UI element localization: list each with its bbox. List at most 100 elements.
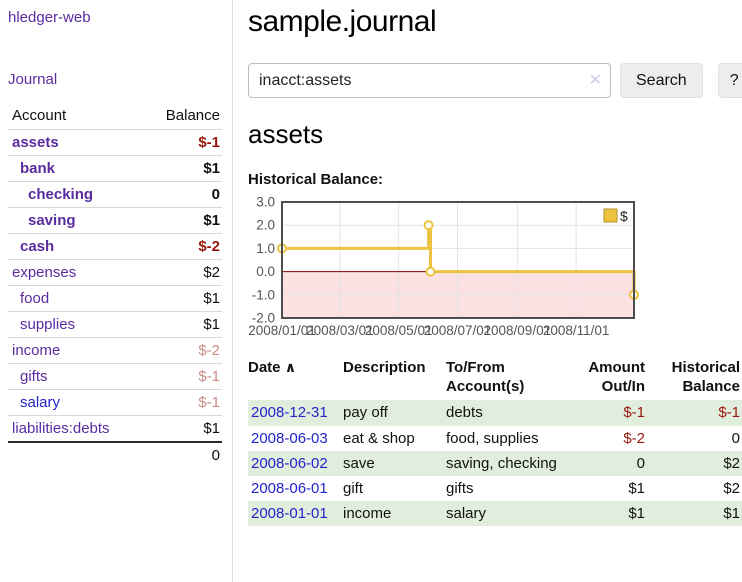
data-point-marker (425, 266, 436, 277)
register-row: 2008-12-31 pay off debts $-1 $-1 (248, 400, 742, 426)
legend-label: $ (620, 208, 628, 224)
register-header-amount: Amount Out/In (588, 359, 645, 396)
accounts-total-row: 0 (8, 442, 222, 468)
transaction-balance: $-1 (718, 404, 740, 422)
legend-swatch (603, 208, 618, 223)
x-tick-label: 2008/05/01 (365, 323, 433, 338)
register-row: 2008-06-02 save saving, checking 0 $2 (248, 450, 742, 476)
transaction-description: eat & shop (343, 429, 415, 447)
account-row: food $1 (8, 285, 222, 312)
y-tick-label: 2.0 (256, 218, 275, 233)
account-row: expenses $2 (8, 259, 222, 286)
x-tick-label: 2008/03/01 (306, 323, 374, 338)
transaction-description: pay off (343, 404, 388, 422)
account-link[interactable]: income (12, 342, 61, 359)
account-link[interactable]: saving (28, 212, 76, 229)
historical-balance-chart: $3.0 2.0 1.0 0.0 -1.0 -2.02008/01/012008/03/0… (248, 195, 639, 338)
account-balance: 0 (211, 186, 220, 203)
transaction-balance: 0 (731, 429, 740, 447)
account-link[interactable]: supplies (20, 316, 76, 333)
account-link[interactable]: bank (20, 160, 56, 177)
account-link[interactable]: salary (20, 394, 61, 411)
account-balance: $1 (203, 316, 220, 333)
accounts-table-header-balance: Balance (165, 107, 220, 124)
transaction-description: gift (343, 479, 364, 497)
transaction-accounts: gifts (446, 479, 474, 497)
account-row: checking 0 (8, 181, 222, 208)
register-row: 2008-06-01 gift gifts $1 $2 (248, 476, 742, 501)
register-header-balance: Historical Balance (671, 359, 740, 396)
transaction-amount: $-1 (623, 404, 645, 422)
transaction-date-link[interactable]: 2008-01-01 (251, 505, 328, 523)
transaction-date-link[interactable]: 2008-06-01 (251, 479, 328, 497)
account-link[interactable]: assets (12, 134, 59, 151)
transaction-amount: $1 (628, 505, 645, 523)
brand-link[interactable]: hledger-web (8, 9, 91, 26)
search-input[interactable] (248, 63, 611, 98)
sort-asc-icon: ∧ (284, 359, 297, 375)
account-row: supplies $1 (8, 311, 222, 338)
account-row: liabilities:debts $1 (8, 415, 222, 443)
transaction-accounts: food, supplies (446, 429, 539, 447)
y-tick-label: 1.0 (256, 241, 275, 256)
y-tick-label: -1.0 (252, 287, 275, 302)
account-row: saving $1 (8, 207, 222, 234)
account-link[interactable]: cash (20, 238, 55, 255)
transaction-date-link[interactable]: 2008-12-31 (251, 404, 328, 422)
account-row: gifts $-1 (8, 363, 222, 390)
account-heading: assets (248, 119, 324, 149)
accounts-table: Account Balance assets $-1 bank $1 checking 0… (8, 103, 222, 468)
register-table: Date ∧ Description To/From Account(s) Am… (248, 356, 742, 527)
transaction-date-link[interactable]: 2008-06-03 (251, 429, 328, 447)
account-link[interactable]: checking (28, 186, 94, 203)
account-balance: $1 (203, 160, 220, 177)
x-tick-label: 2008/07/01 (424, 323, 492, 338)
register-header-row: Date ∧ Description To/From Account(s) Am… (248, 356, 742, 400)
x-tick-label: 2008/01/01 (248, 323, 316, 338)
transaction-description: income (343, 505, 392, 523)
data-point-marker (423, 220, 434, 231)
accounts-table-header-account: Account (12, 107, 67, 124)
register-row: 2008-01-01 income salary $1 $1 (248, 501, 742, 527)
transaction-balance: $1 (723, 505, 740, 523)
account-link[interactable]: food (20, 290, 50, 307)
chart-title: Historical Balance: (248, 171, 384, 188)
transaction-amount: 0 (636, 454, 645, 472)
account-balance: $-1 (198, 394, 220, 411)
register-header-description: Description (343, 359, 426, 376)
x-tick-label: 2008/09/01 (484, 323, 552, 338)
sidebar: hledger-web Journal Account Balance asse… (0, 0, 233, 582)
main-content: sample.journal ✕ Search ? assets Histori… (233, 0, 742, 582)
clear-search-icon[interactable]: ✕ (588, 72, 602, 89)
y-tick-label: -2.0 (252, 311, 275, 326)
register-table-body: 2008-12-31 pay off debts $-1 $-1 2008-06-03 ea… (248, 400, 742, 527)
account-link[interactable]: gifts (20, 368, 48, 385)
account-row: bank $1 (8, 155, 222, 182)
transaction-date-link[interactable]: 2008-06-02 (251, 454, 328, 472)
y-tick-label: 3.0 (256, 195, 275, 210)
account-link[interactable]: expenses (12, 264, 77, 281)
transaction-balance: $2 (723, 479, 740, 497)
x-tick-label: 2008/11/01 (543, 323, 610, 338)
account-balance: $-1 (198, 368, 220, 385)
register-row: 2008-06-03 eat & shop food, supplies $-2 0 (248, 426, 742, 451)
transaction-accounts: saving, checking (446, 454, 557, 472)
account-link[interactable]: liabilities:debts (12, 420, 110, 437)
transaction-amount: $1 (628, 479, 645, 497)
account-balance: $-2 (198, 238, 220, 255)
transaction-description: save (343, 454, 375, 472)
register-header-accounts: To/From Account(s) (446, 359, 525, 396)
account-row: assets $-1 (8, 129, 222, 156)
sidebar-item-journal[interactable]: Journal (8, 71, 58, 88)
account-row: salary $-1 (8, 389, 222, 416)
account-row: income $-2 (8, 337, 222, 364)
search-form: ✕ Search ? (248, 63, 742, 98)
account-row: cash $-2 (8, 233, 222, 260)
account-balance: $1 (203, 290, 220, 307)
transaction-amount: $-2 (623, 429, 645, 447)
register-header-date[interactable]: Date ∧ (248, 359, 297, 376)
search-button[interactable]: Search (620, 63, 703, 98)
help-button[interactable]: ? (717, 63, 742, 98)
y-tick-label: 0.0 (256, 264, 275, 279)
